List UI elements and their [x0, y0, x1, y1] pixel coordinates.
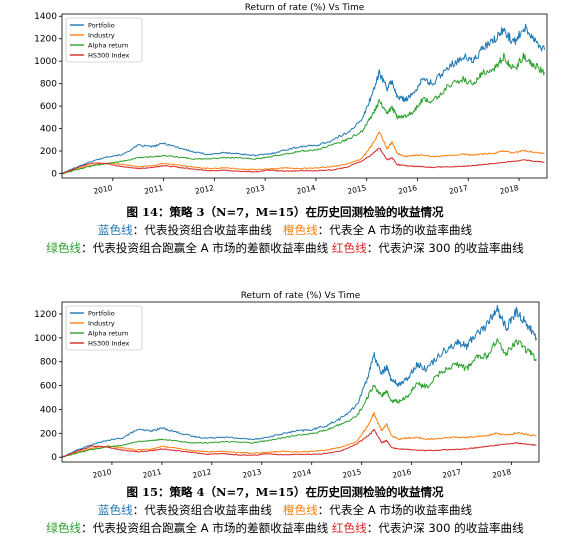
x-tick-label: 2012 — [194, 183, 215, 196]
y-tick-label: 1400 — [34, 12, 57, 22]
orange-line-label: 橙色线 — [282, 503, 318, 517]
series-line-industry — [61, 411, 537, 458]
y-tick-label: 1000 — [34, 57, 57, 67]
orange-line-desc: ：代表全 A 市场的收益率曲线 — [317, 223, 473, 237]
y-tick-label: 800 — [40, 358, 57, 368]
legend-box — [65, 305, 143, 351]
red-line-desc: ：代表沪深 300 的收益率曲线 — [366, 241, 524, 255]
y-tick-label: 1200 — [34, 310, 57, 320]
legend-entry: HS300 Index — [88, 52, 130, 60]
series-line-alpha-return — [61, 52, 545, 175]
x-tick-label: 2015 — [347, 183, 368, 196]
orange-line-desc: ：代表全 A 市场的收益率曲线 — [317, 503, 473, 517]
figure-caption-1: 图 14：策略 3（N=7，M=15）在历史回测检验的收益情况 — [126, 205, 444, 219]
legend-note-1a: 蓝色线：代表投资组合收益率曲线 橙色线：代表全 A 市场的收益率曲线 — [0, 222, 570, 238]
x-tick-label: 2018 — [491, 467, 512, 480]
x-tick-label: 2013 — [245, 183, 266, 196]
x-tick-label: 2017 — [448, 183, 469, 196]
y-tick-label: 0 — [51, 453, 57, 463]
x-tick-label: 2011 — [143, 183, 164, 196]
blue-line-label: 蓝色线 — [97, 223, 133, 237]
orange-line-label: 橙色线 — [282, 223, 318, 237]
y-tick-label: 600 — [40, 382, 57, 392]
legend-note-2b: 绿色线：代表投资组合跑赢全 A 市场的差额收益率曲线 红色线：代表沪深 300 … — [0, 520, 570, 536]
figure-caption-2: 图 15：策略 4（N=7，M=15）在历史回测检验的收益情况 — [126, 485, 444, 499]
x-tick-label: 2011 — [142, 467, 163, 480]
legend-entry: HS300 Index — [88, 340, 130, 348]
legend-box — [65, 17, 143, 63]
green-line-label: 绿色线 — [46, 241, 82, 255]
x-tick-label: 2016 — [397, 183, 418, 196]
x-tick-label: 2010 — [93, 183, 114, 196]
y-tick-label: 400 — [40, 125, 57, 135]
plot-frame — [61, 301, 540, 463]
blue-line-label: 蓝色线 — [97, 503, 133, 517]
series-line-portfolio — [61, 23, 545, 175]
y-tick-label: 600 — [40, 102, 57, 112]
x-tick-label: 2014 — [292, 467, 313, 480]
legend-entry: Industry — [88, 32, 115, 40]
chart-2: Return of rate (%) Vs Time 0 200 400 600 800 1… — [34, 291, 540, 480]
plot-frame — [61, 13, 548, 179]
chart-1: Return of rate (%) Vs Time 0 200 400 600 800 1… — [34, 3, 548, 196]
x-tick-label: 2014 — [296, 183, 317, 196]
chart-title: Return of rate (%) Vs Time — [241, 291, 361, 301]
green-line-label: 绿色线 — [46, 521, 82, 535]
blue-line-desc: ：代表投资组合收益率曲线 — [132, 223, 272, 237]
y-tick-label: 200 — [40, 429, 57, 439]
legend-note-1b: 绿色线：代表投资组合跑赢全 A 市场的差额收益率曲线 红色线：代表沪深 300 … — [0, 240, 570, 256]
y-tick-label: 1000 — [34, 334, 57, 344]
green-line-desc: ：代表投资组合跑赢全 A 市场的差额收益率曲线 — [81, 241, 329, 255]
legend-entry: Portfolio — [88, 22, 115, 30]
legend-entry: Industry — [88, 320, 115, 328]
series-line-portfolio — [61, 304, 537, 458]
chart-title: Return of rate (%) Vs Time — [245, 3, 365, 13]
y-tick-label: 0 — [51, 170, 57, 180]
x-tick-label: 2017 — [441, 467, 462, 480]
y-tick-label: 800 — [40, 80, 57, 90]
x-tick-label: 2012 — [192, 467, 213, 480]
legend-entry: Alpha return — [88, 330, 128, 338]
y-tick-label: 200 — [40, 147, 57, 157]
series-line-hs300-index — [61, 428, 537, 458]
y-tick-label: 400 — [40, 405, 57, 415]
y-tick-label: 1200 — [34, 35, 57, 45]
legend-entry: Alpha return — [88, 42, 128, 50]
legend-note-2a: 蓝色线：代表投资组合收益率曲线 橙色线：代表全 A 市场的收益率曲线 — [0, 502, 570, 518]
red-line-desc: ：代表沪深 300 的收益率曲线 — [366, 521, 524, 535]
series-line-industry — [61, 131, 545, 174]
x-tick-label: 2015 — [342, 467, 363, 480]
green-line-desc: ：代表投资组合跑赢全 A 市场的差额收益率曲线 — [81, 521, 329, 535]
x-tick-label: 2018 — [499, 183, 520, 196]
blue-line-desc: ：代表投资组合收益率曲线 — [132, 503, 272, 517]
x-tick-label: 2013 — [242, 467, 263, 480]
red-line-label: 红色线 — [331, 521, 367, 535]
x-tick-label: 2016 — [392, 467, 413, 480]
x-tick-label: 2010 — [92, 467, 113, 480]
series-line-alpha-return — [61, 338, 537, 458]
red-line-label: 红色线 — [331, 241, 367, 255]
legend-entry: Portfolio — [88, 310, 115, 318]
series-line-hs300-index — [61, 147, 545, 174]
